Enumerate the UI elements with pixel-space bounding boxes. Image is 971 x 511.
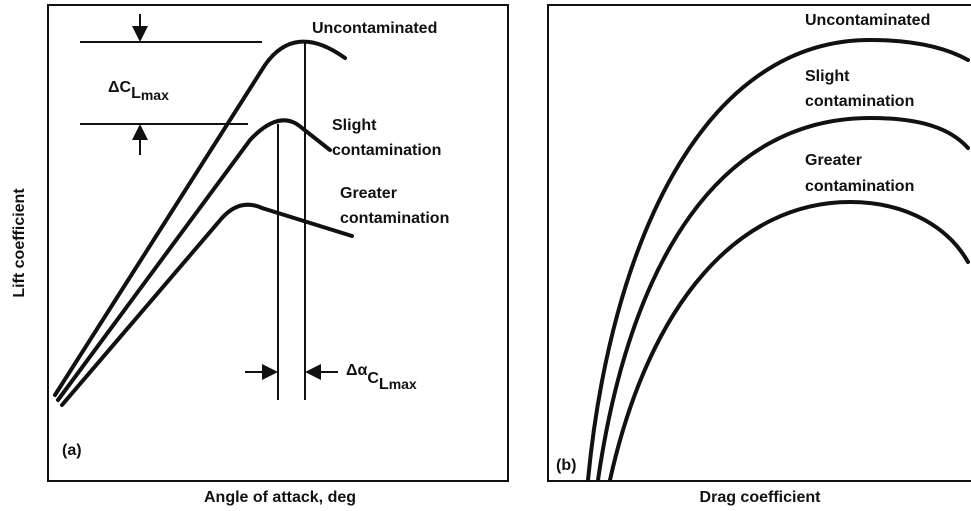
curve-uncontaminated — [53, 39, 347, 397]
curve-uncontaminated — [586, 37, 970, 482]
panel-tag: (b) — [556, 457, 576, 474]
curve-greater — [608, 199, 970, 482]
curve-slight — [56, 118, 332, 402]
x-label: Angle of attack, deg — [204, 489, 356, 506]
panel-tag: (a) — [62, 442, 82, 459]
label: contamination — [340, 210, 449, 227]
label: Uncontaminated — [805, 12, 930, 29]
y-label: Lift coefficient — [11, 188, 28, 298]
label: contamination — [805, 93, 914, 110]
curve-slight — [596, 115, 970, 482]
label: contamination — [805, 178, 914, 195]
label: Greater — [340, 185, 397, 202]
x-label: Drag coefficient — [700, 489, 822, 506]
panel-a-frame — [47, 4, 509, 482]
label: Uncontaminated — [312, 20, 437, 37]
label: Slight — [332, 117, 377, 134]
panel-b-frame — [547, 4, 971, 482]
label: Greater — [805, 152, 862, 169]
delta-alpha: ΔαCLmax — [346, 362, 417, 393]
label: contamination — [332, 142, 441, 159]
label: Slight — [805, 68, 850, 85]
delta-cl: ΔCLmax — [108, 79, 169, 103]
curve-greater — [60, 202, 354, 407]
